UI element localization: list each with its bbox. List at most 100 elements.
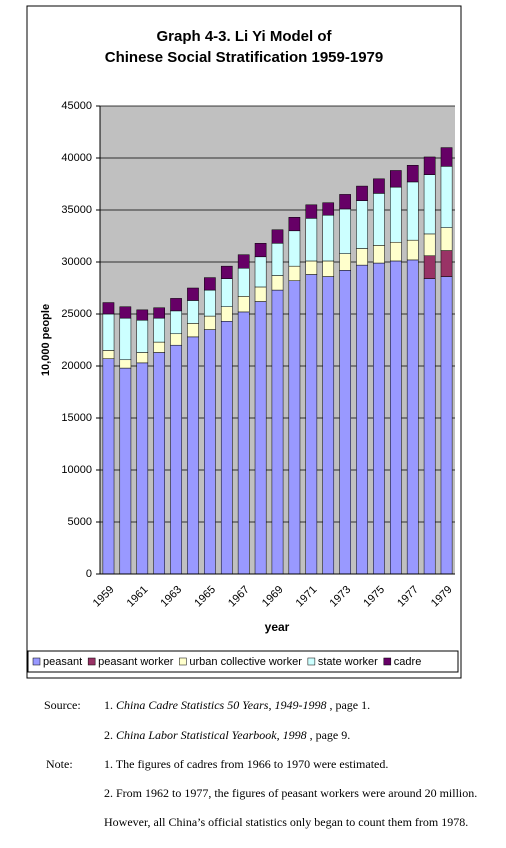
bar-segment xyxy=(288,280,301,575)
bar-segment xyxy=(153,352,165,575)
bar-segment xyxy=(423,174,436,235)
bar-segment xyxy=(204,329,216,575)
bar-segment xyxy=(356,185,368,201)
bar-segment xyxy=(322,202,335,216)
bar-segment xyxy=(136,309,149,321)
bar-segment xyxy=(254,286,267,302)
source-label: Source: xyxy=(44,698,81,712)
legend-label: state worker xyxy=(318,656,378,668)
bar-segment xyxy=(406,181,419,241)
bar-segment xyxy=(187,300,199,324)
bar-segment xyxy=(119,359,132,369)
bar-segment xyxy=(254,301,267,575)
bar-segment xyxy=(440,250,453,277)
legend-label: urban collective worker xyxy=(189,656,302,668)
legend-label: cadre xyxy=(394,656,422,668)
bar-segment xyxy=(373,193,385,246)
bar-segment xyxy=(390,186,402,243)
bar-segment xyxy=(119,306,132,319)
source-rest: , page 1. xyxy=(326,698,371,712)
y-tick-label: 45000 xyxy=(61,100,92,112)
bar-segment xyxy=(271,229,284,244)
bar-segment xyxy=(187,287,199,301)
bar-segment xyxy=(102,358,115,575)
bar-segment xyxy=(153,341,165,353)
bar-segment xyxy=(136,352,149,364)
bar-segment xyxy=(271,243,284,276)
legend-swatch xyxy=(179,657,187,666)
bar-segment xyxy=(423,278,436,575)
bar-segment xyxy=(136,362,149,575)
note: 1. The figures of cadres from 1966 to 19… xyxy=(104,757,389,771)
y-tick-label: 40000 xyxy=(61,152,92,164)
source-item: 2. China Labor Statistical Yearbook, 199… xyxy=(104,728,350,743)
bar-segment xyxy=(423,255,436,279)
bar-segment xyxy=(339,208,351,254)
source-rest: , page 9. xyxy=(306,728,351,742)
bar-segment xyxy=(220,265,233,279)
bar-segment xyxy=(254,243,267,258)
source-title: China Cadre Statistics 50 Years, 1949-19… xyxy=(116,698,327,712)
bar-segment xyxy=(204,289,216,317)
bar-segment xyxy=(339,194,351,210)
bar-segment xyxy=(136,319,149,353)
bar-segment xyxy=(288,265,301,281)
y-tick-label: 15000 xyxy=(61,412,92,424)
chart-title: Chinese Social Stratification 1959-1979 xyxy=(105,49,383,66)
bar-segment xyxy=(423,156,436,175)
bar-segment xyxy=(170,310,182,335)
bar-segment xyxy=(322,260,335,277)
legend-label: peasant worker xyxy=(98,656,174,668)
bar-segment xyxy=(440,166,453,228)
bar-segment xyxy=(237,254,250,269)
bar-segment xyxy=(305,274,318,575)
bar-segment xyxy=(102,350,115,359)
legend-swatch xyxy=(307,657,316,666)
bar-segment xyxy=(237,311,250,575)
bar-segment xyxy=(423,233,436,257)
bar-segment xyxy=(220,278,233,307)
source-item: 1. China Cadre Statistics 50 Years, 1949… xyxy=(104,698,370,713)
y-tick-label: 20000 xyxy=(61,360,92,372)
bar-segment xyxy=(339,270,351,575)
source-number: 1. xyxy=(104,698,113,712)
bar-segment xyxy=(220,321,233,575)
bar-segment xyxy=(170,333,182,346)
bar-segment xyxy=(356,200,368,249)
bar-segment xyxy=(153,317,165,343)
bar-segment xyxy=(322,214,335,262)
bar-segment xyxy=(220,306,233,322)
bar-segment xyxy=(406,239,419,261)
bar-segment xyxy=(288,230,301,267)
y-tick-label: 30000 xyxy=(61,256,92,268)
legend xyxy=(27,650,459,673)
bar-segment xyxy=(339,253,351,271)
bar-segment xyxy=(170,344,182,575)
bar-segment xyxy=(390,241,402,262)
legend-label: peasant xyxy=(43,656,82,668)
source-title: China Labor Statistical Yearbook, 1998 xyxy=(116,728,307,742)
bar-segment xyxy=(271,275,284,291)
bar-segment xyxy=(356,264,368,575)
y-tick-label: 10000 xyxy=(61,464,92,476)
bar-segment xyxy=(153,307,165,319)
bar-segment xyxy=(440,227,453,251)
bar-segment xyxy=(187,323,199,338)
chart-title: Graph 4-3. Li Yi Model of xyxy=(156,28,332,45)
chart: Graph 4-3. Li Yi Model of Chinese Social… xyxy=(26,5,462,679)
bar-segment xyxy=(390,260,402,575)
bar-segment xyxy=(119,367,132,575)
bar-segment xyxy=(356,248,368,266)
y-tick-label: 35000 xyxy=(61,204,92,216)
bar-segment xyxy=(305,204,318,219)
note: However, all China’s official statistics… xyxy=(104,815,469,829)
bar-segment xyxy=(271,289,284,575)
bar-segment xyxy=(406,165,419,183)
bar-segment xyxy=(373,262,385,575)
bar-segment xyxy=(204,315,216,330)
bar-segment xyxy=(373,178,385,194)
bar-segment xyxy=(390,170,402,188)
note-label: Note: xyxy=(46,757,73,771)
y-tick-label: 0 xyxy=(86,568,92,580)
